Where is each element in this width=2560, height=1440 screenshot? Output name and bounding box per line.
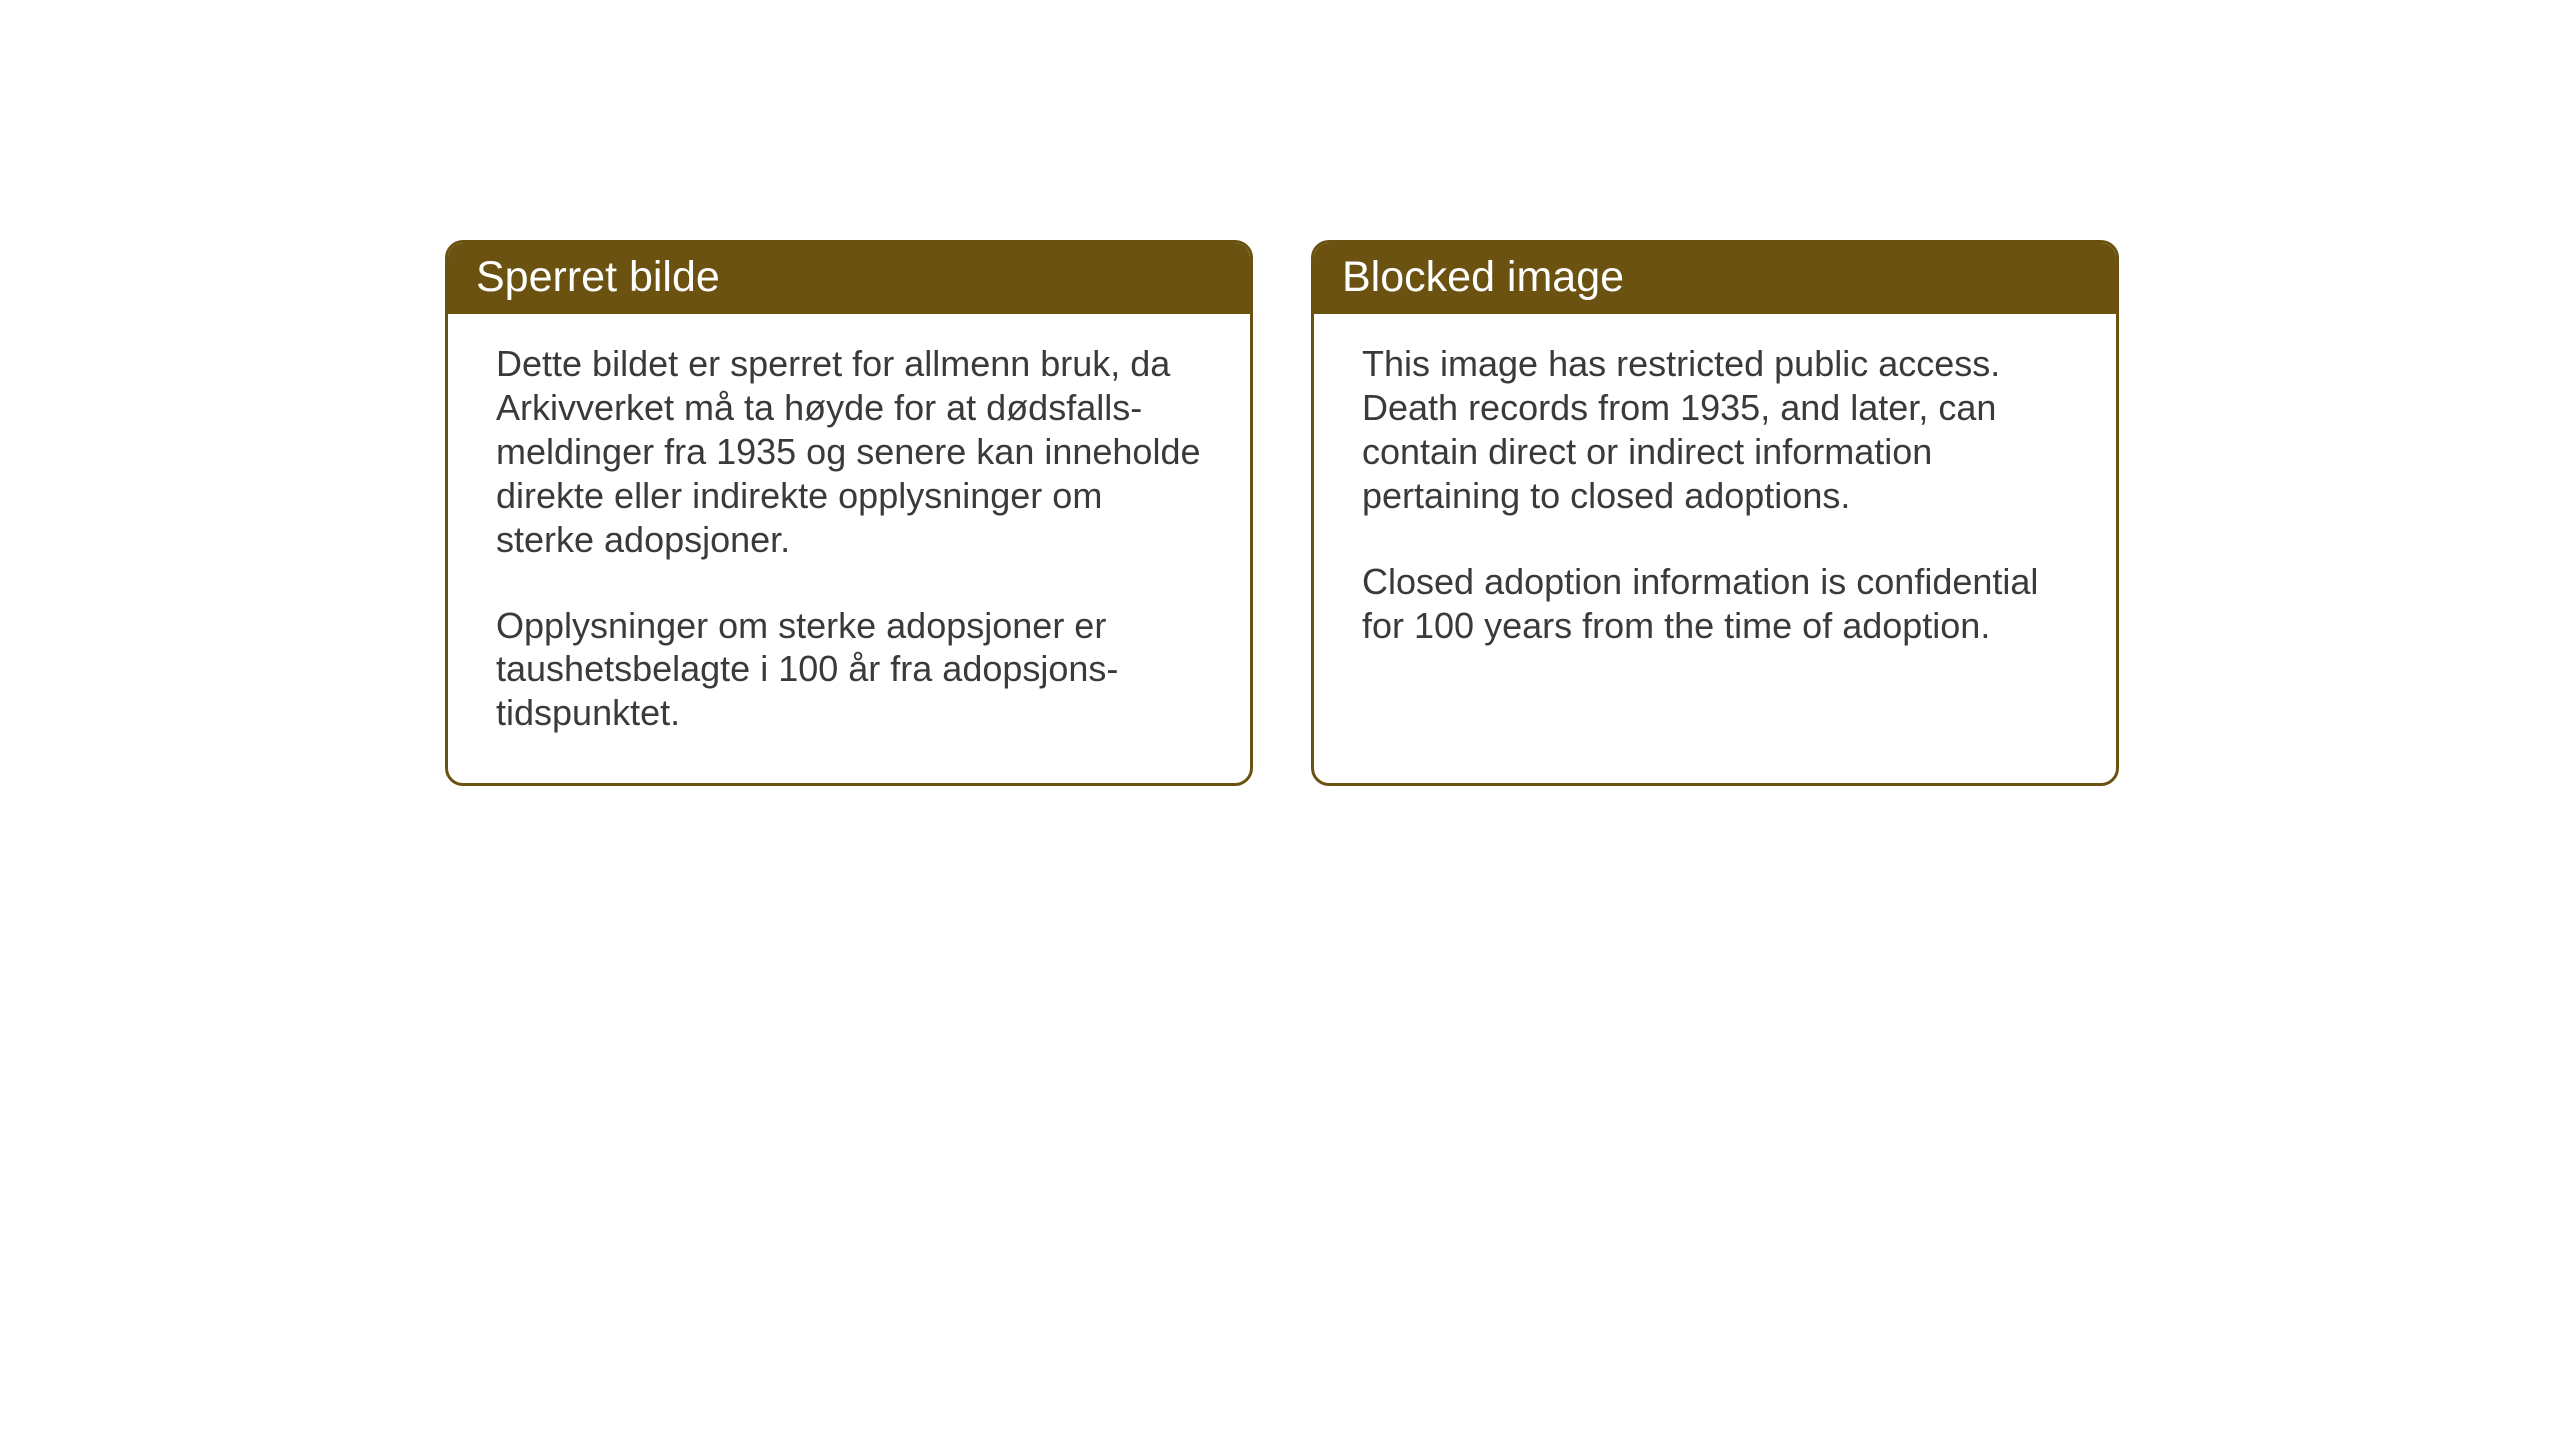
card-body-norwegian: Dette bildet er sperret for allmenn bruk… (448, 314, 1250, 783)
notice-card-norwegian: Sperret bilde Dette bildet er sperret fo… (445, 240, 1253, 786)
card-body-english: This image has restricted public access.… (1314, 314, 2116, 695)
notice-paragraph: Opplysninger om sterke adopsjoner er tau… (496, 604, 1202, 736)
card-title: Blocked image (1342, 253, 1624, 301)
notice-paragraph: Dette bildet er sperret for allmenn bruk… (496, 342, 1202, 562)
notice-paragraph: Closed adoption information is confident… (1362, 560, 2068, 648)
card-header-norwegian: Sperret bilde (448, 243, 1250, 314)
card-title: Sperret bilde (476, 253, 720, 301)
card-header-english: Blocked image (1314, 243, 2116, 314)
notice-container: Sperret bilde Dette bildet er sperret fo… (445, 240, 2119, 786)
notice-paragraph: This image has restricted public access.… (1362, 342, 2068, 518)
notice-card-english: Blocked image This image has restricted … (1311, 240, 2119, 786)
